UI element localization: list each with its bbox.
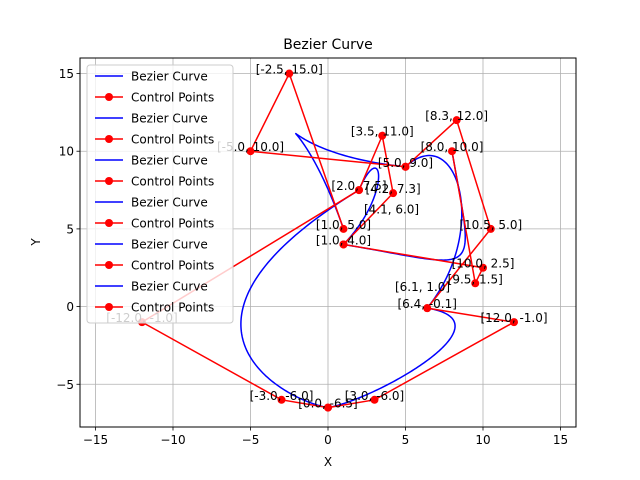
bezier-curve-3 bbox=[327, 307, 456, 409]
control-polygon-5 bbox=[342, 133, 394, 245]
bezier-curve-4 bbox=[240, 189, 360, 409]
point-label: [5.0, 9.0] bbox=[378, 156, 433, 170]
control-point bbox=[510, 318, 518, 327]
point-label: [6.4, -0.1] bbox=[397, 297, 457, 311]
x-tick-label: −5 bbox=[242, 433, 260, 447]
y-tick-label: 0 bbox=[66, 300, 74, 314]
control-polygon-2 bbox=[404, 118, 492, 309]
x-tick-label: 5 bbox=[402, 433, 410, 447]
y-tick-label: 10 bbox=[59, 145, 74, 159]
point-label: [6.1, 1.0] bbox=[395, 280, 450, 294]
point-label: [2.0, 7.5] bbox=[331, 179, 386, 193]
x-tick-label: 0 bbox=[324, 433, 332, 447]
control-point bbox=[339, 240, 348, 249]
point-label: [-3.0, -6.0] bbox=[250, 389, 314, 403]
legend-entry: Bezier Curve bbox=[131, 112, 208, 126]
point-label: [3.0, -6.0] bbox=[345, 389, 405, 403]
control-point bbox=[339, 224, 348, 233]
control-point bbox=[471, 279, 480, 288]
legend-box bbox=[86, 64, 234, 324]
point-label: [12.0, -1.0] bbox=[480, 311, 547, 325]
chart-title: Bezier Curve bbox=[283, 37, 373, 53]
control-polygon-6 bbox=[343, 151, 485, 286]
point-label: [1.0, 5.0] bbox=[316, 218, 371, 232]
legend-marker bbox=[105, 135, 113, 143]
legend-entry: Control Points bbox=[131, 175, 214, 189]
control-point bbox=[246, 147, 255, 156]
y-tick-label: 15 bbox=[59, 67, 74, 81]
control-point bbox=[355, 186, 363, 195]
legend-entry: Control Points bbox=[131, 301, 214, 315]
control-point bbox=[370, 395, 379, 404]
control-point bbox=[423, 304, 432, 313]
axis-ticks: −15 −10 −5 0 5 10 15 −5 0 5 10 15 bbox=[56, 67, 568, 447]
point-label: [8.3, 12.0] bbox=[425, 109, 488, 123]
control-polygon-4 bbox=[140, 189, 360, 409]
point-label: [4.1, 6.0] bbox=[364, 202, 419, 216]
legend-marker bbox=[105, 261, 113, 269]
legend-entry: Control Points bbox=[131, 133, 214, 147]
point-label: [9.5, 1.5] bbox=[448, 272, 503, 286]
control-polygon-3 bbox=[327, 307, 517, 409]
control-point bbox=[378, 131, 387, 140]
legend-marker bbox=[105, 93, 113, 101]
point-label: [-5.0, 10.0] bbox=[217, 140, 284, 154]
y-axis-label: Y bbox=[29, 238, 43, 247]
bezier-curve-1 bbox=[294, 132, 406, 230]
control-point bbox=[452, 116, 461, 125]
x-tick-label: 15 bbox=[553, 433, 568, 447]
legend: Bezier Curve Control Points Bezier Curve Co… bbox=[86, 64, 234, 324]
control-point bbox=[324, 403, 332, 412]
legend-entry: Control Points bbox=[131, 217, 214, 231]
legend-marker bbox=[105, 303, 113, 311]
point-label: [3.5, 11.0] bbox=[351, 125, 414, 139]
point-label: [8.0, 10.0] bbox=[421, 140, 484, 154]
control-point bbox=[401, 162, 410, 171]
bezier-curve-5 bbox=[342, 167, 380, 245]
control-point bbox=[479, 263, 487, 272]
control-polygons bbox=[138, 69, 518, 412]
legend-entry: Control Points bbox=[131, 259, 214, 273]
point-label: [-2.5, 15.0] bbox=[256, 63, 323, 77]
legend-marker bbox=[105, 219, 113, 227]
x-tick-label: −15 bbox=[83, 433, 108, 447]
legend-entry: Bezier Curve bbox=[131, 154, 208, 168]
x-tick-label: 10 bbox=[475, 433, 490, 447]
control-point bbox=[448, 147, 456, 156]
point-label: [1.0, 4.0] bbox=[316, 233, 371, 247]
control-point bbox=[486, 224, 495, 233]
control-polygon-1 bbox=[249, 71, 406, 230]
control-point bbox=[389, 189, 398, 198]
point-label: [4.2, 7.3] bbox=[366, 182, 421, 196]
y-tick-label: −5 bbox=[56, 378, 74, 392]
x-axis-label: X bbox=[324, 455, 332, 469]
legend-entry: Bezier Curve bbox=[131, 70, 208, 84]
legend-entry: Bezier Curve bbox=[131, 196, 208, 210]
x-tick-label: −10 bbox=[160, 433, 185, 447]
y-tick-label: 5 bbox=[66, 222, 74, 236]
control-point bbox=[285, 69, 294, 78]
control-point bbox=[277, 395, 286, 404]
legend-entry: Bezier Curve bbox=[131, 238, 208, 252]
point-label: [0.0, -6.5] bbox=[298, 397, 358, 411]
legend-marker bbox=[105, 177, 113, 185]
legend-entry: Control Points bbox=[131, 91, 214, 105]
point-label: [10.5, 5.0] bbox=[459, 218, 522, 232]
legend-entry: Bezier Curve bbox=[131, 280, 208, 294]
point-label: [10.0, 2.5] bbox=[452, 257, 515, 271]
